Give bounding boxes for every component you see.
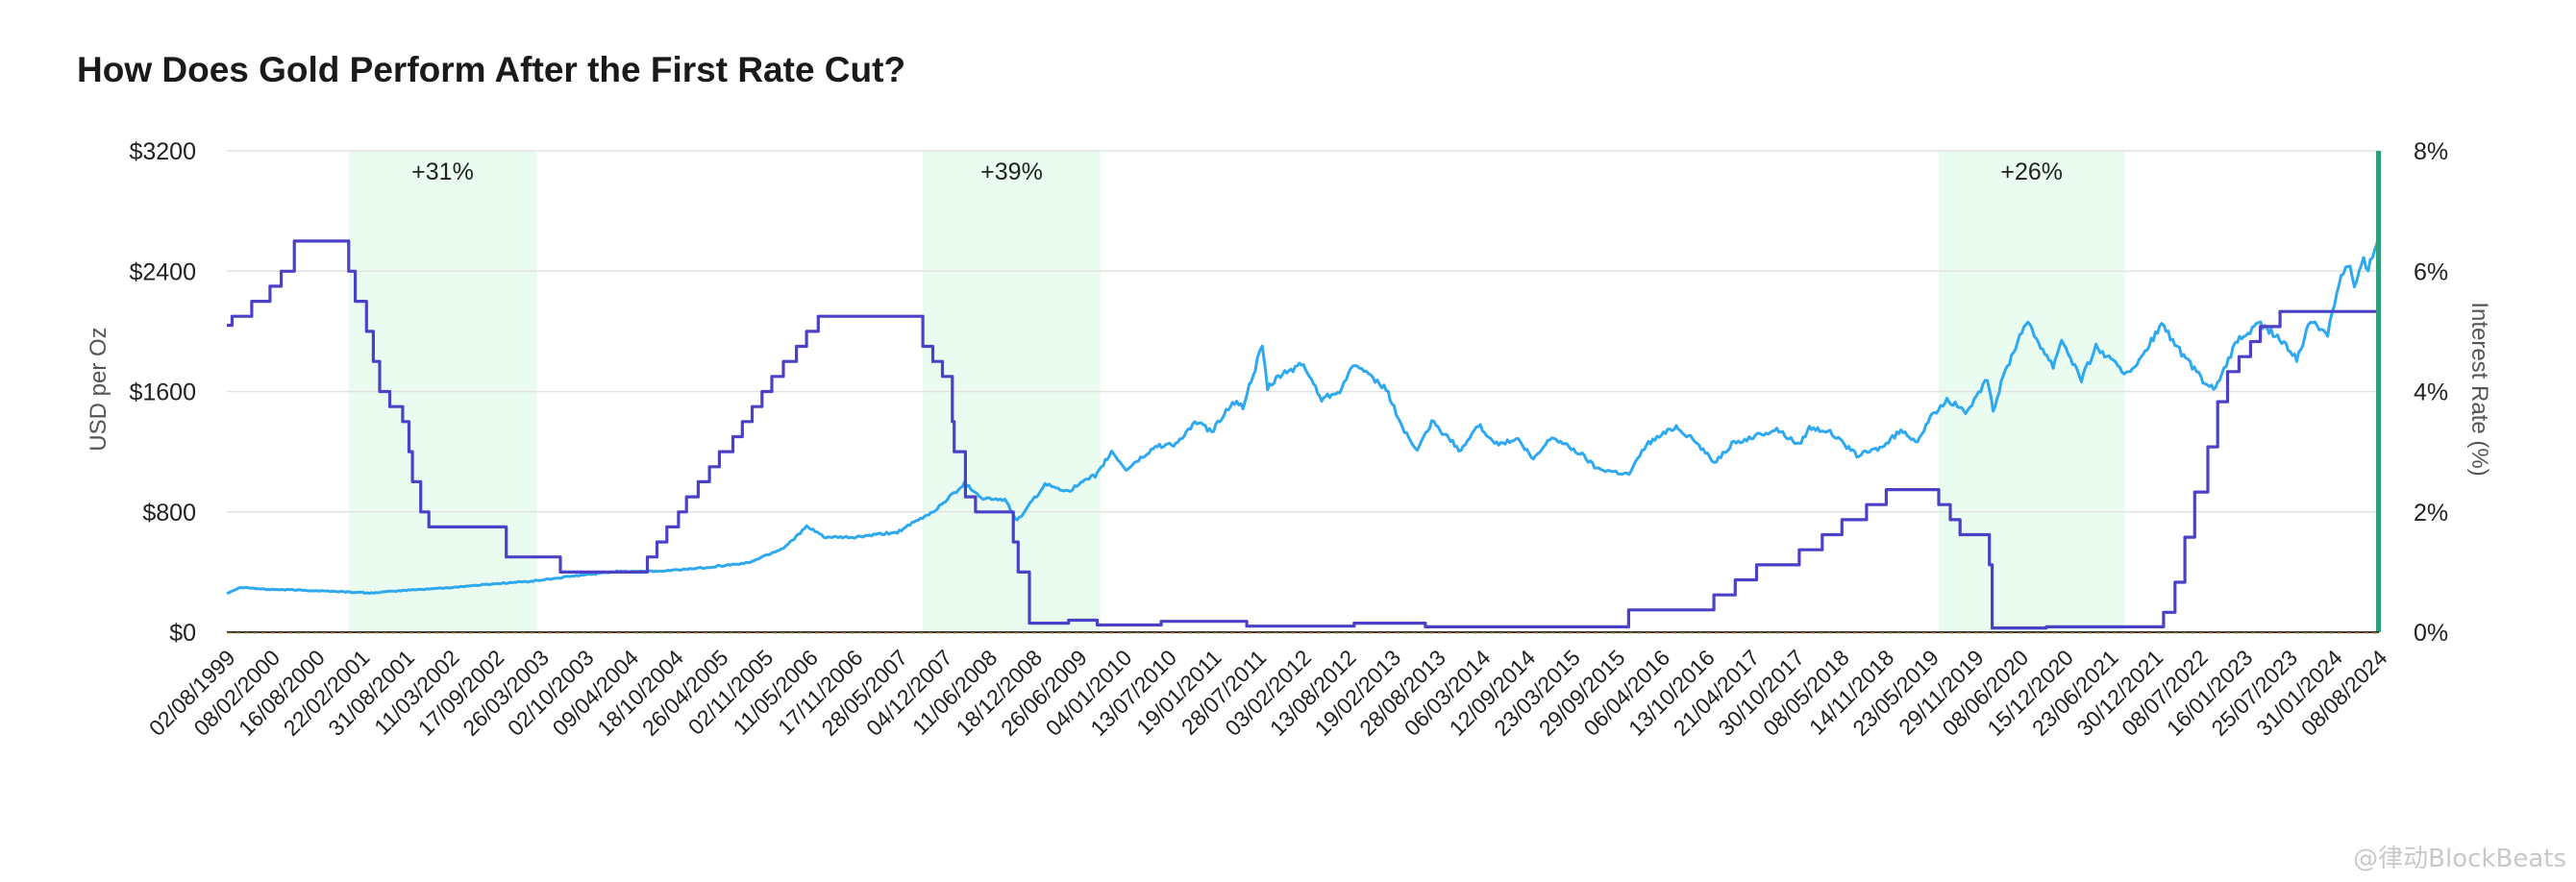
y-tick-label: $800: [142, 500, 196, 527]
axis-labels: USD per Oz Interest Rate (%): [86, 302, 2492, 476]
chart-title: How Does Gold Perform After the First Ra…: [77, 50, 906, 89]
y2-tick-label: 2%: [2414, 500, 2448, 527]
y-axis-label: USD per Oz: [86, 327, 111, 451]
y-tick-label: $0: [169, 620, 196, 647]
y2-tick-label: 4%: [2414, 380, 2448, 406]
series-line-1: [227, 239, 2381, 630]
grid-lines: [227, 150, 2379, 513]
y2-tick-label: 0%: [2414, 620, 2448, 647]
shaded-region-label-2: +26%: [2000, 159, 2063, 185]
watermark: @律动BlockBeats: [2353, 845, 2566, 873]
shaded-region-label-1: +39%: [980, 159, 1043, 185]
y2-axis-label: Interest Rate (%): [2466, 302, 2492, 476]
y-tick-label: $2400: [129, 258, 196, 285]
series-lines: [226, 151, 2382, 632]
y-tick-label: $3200: [129, 138, 196, 165]
y-tick-label: $1600: [129, 380, 196, 406]
y2-tick-label: 8%: [2414, 138, 2448, 165]
shaded-region-label-0: +31%: [411, 159, 474, 185]
y2-tick-label: 6%: [2414, 258, 2448, 285]
series-line-0: [226, 232, 2381, 596]
